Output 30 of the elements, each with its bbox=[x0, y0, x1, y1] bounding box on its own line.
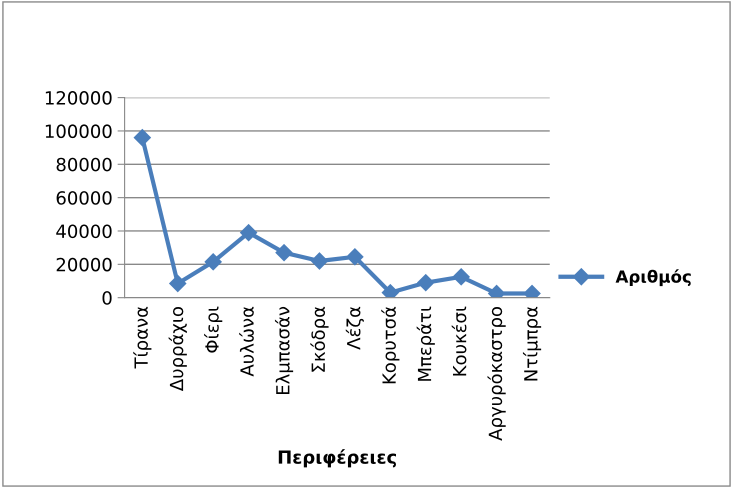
y-tick-label: 0 bbox=[102, 291, 112, 305]
point bbox=[346, 248, 364, 266]
x-tick-label: Φίερι bbox=[204, 306, 222, 353]
x-tick-label: Ντίμπρα bbox=[522, 306, 542, 380]
x-tick-label: Κορυτσά bbox=[381, 306, 400, 384]
point bbox=[240, 224, 258, 242]
x-tick-label: Αυλώνα bbox=[239, 306, 254, 376]
x-axis-title: Περιφέρειες bbox=[278, 449, 396, 468]
point bbox=[169, 274, 186, 292]
y-tick-label: 20000 bbox=[56, 258, 112, 272]
y-tick-label: 60000 bbox=[56, 191, 112, 205]
y-tick-label: 100000 bbox=[46, 124, 112, 138]
x-tick-label: Δυρράχιο bbox=[168, 307, 187, 392]
x-tick-label: Κουκέσι bbox=[452, 306, 466, 376]
point bbox=[417, 274, 434, 292]
x-tick-label: Λέζα bbox=[346, 306, 364, 350]
x-tick-label: Μπεράτι bbox=[416, 306, 435, 381]
x-tick-label: Τίρανα bbox=[133, 306, 152, 369]
point bbox=[310, 252, 328, 270]
legend-label: Αριθμός bbox=[616, 269, 691, 286]
y-tick-label: 80000 bbox=[56, 158, 112, 172]
y-tick-label: 120000 bbox=[46, 91, 112, 105]
x-tick-label: Αργυρόκαστρο bbox=[488, 307, 506, 441]
y-tick-label: 40000 bbox=[56, 224, 112, 238]
point bbox=[134, 129, 151, 146]
point bbox=[275, 244, 293, 262]
x-tick-label: Ελμπασάν bbox=[274, 306, 294, 394]
point bbox=[204, 253, 222, 270]
point bbox=[452, 268, 470, 286]
x-tick-label: Σκόδρα bbox=[310, 306, 329, 372]
